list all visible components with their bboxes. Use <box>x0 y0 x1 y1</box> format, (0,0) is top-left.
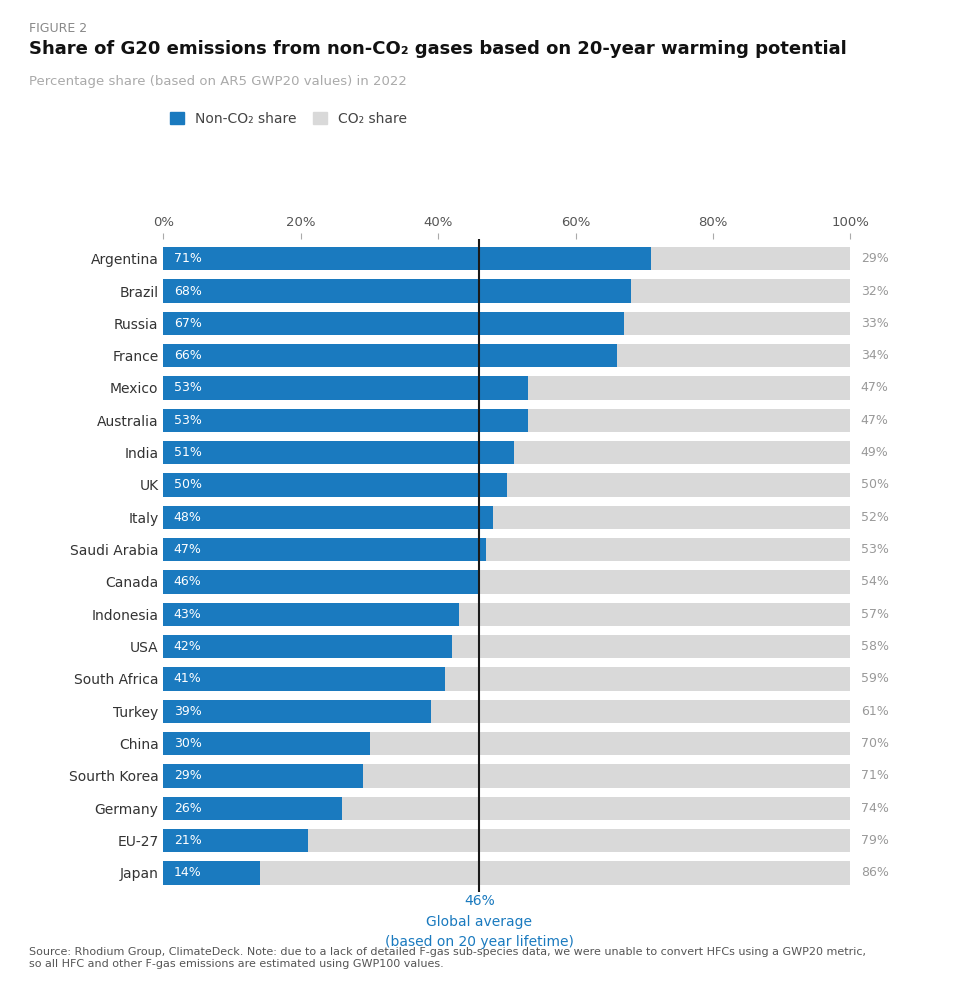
Bar <box>163 441 850 465</box>
Bar <box>163 505 850 529</box>
Bar <box>163 312 850 335</box>
Text: 32%: 32% <box>861 284 889 297</box>
Bar <box>163 700 431 723</box>
Bar <box>163 376 528 400</box>
Bar <box>163 247 850 270</box>
Text: 54%: 54% <box>861 575 889 588</box>
Text: 14%: 14% <box>174 866 202 879</box>
Bar <box>163 538 850 561</box>
Text: 46%
Global average
(based on 20 year lifetime): 46% Global average (based on 20 year lif… <box>385 894 574 949</box>
Bar <box>163 635 850 658</box>
Text: 29%: 29% <box>861 252 889 265</box>
Text: 67%: 67% <box>174 317 202 330</box>
Bar <box>163 441 514 465</box>
Text: 71%: 71% <box>174 252 202 265</box>
Bar <box>163 700 850 723</box>
Bar <box>163 667 850 691</box>
Legend: Non-CO₂ share, CO₂ share: Non-CO₂ share, CO₂ share <box>170 112 407 126</box>
Text: 30%: 30% <box>174 737 202 750</box>
Bar <box>163 474 507 497</box>
Text: 39%: 39% <box>174 705 202 718</box>
Text: Source: Rhodium Group, ClimateDeck. Note: due to a lack of detailed F-gas sub-sp: Source: Rhodium Group, ClimateDeck. Note… <box>29 947 866 969</box>
Text: 51%: 51% <box>174 446 202 460</box>
Text: 70%: 70% <box>861 737 889 750</box>
Bar <box>163 344 850 367</box>
Text: 53%: 53% <box>174 414 202 427</box>
Text: 68%: 68% <box>174 284 202 297</box>
Bar <box>163 505 493 529</box>
Bar <box>163 538 486 561</box>
Text: 47%: 47% <box>174 543 202 556</box>
Text: 61%: 61% <box>861 705 889 718</box>
Text: 59%: 59% <box>861 672 889 686</box>
Bar <box>163 376 850 400</box>
Text: 46%: 46% <box>174 575 202 588</box>
Bar <box>163 344 617 367</box>
Bar <box>163 732 370 756</box>
Bar <box>163 474 850 497</box>
Bar <box>163 635 452 658</box>
Text: 53%: 53% <box>174 382 202 395</box>
Text: Share of G20 emissions from non-CO₂ gases based on 20-year warming potential: Share of G20 emissions from non-CO₂ gase… <box>29 40 847 58</box>
Bar <box>163 732 850 756</box>
Bar <box>163 861 850 884</box>
Text: 42%: 42% <box>174 640 202 653</box>
Text: 53%: 53% <box>861 543 889 556</box>
Text: 47%: 47% <box>861 414 889 427</box>
Bar <box>163 312 624 335</box>
Bar <box>163 279 630 303</box>
Bar <box>163 570 850 593</box>
Text: 48%: 48% <box>174 510 202 523</box>
Text: 26%: 26% <box>174 802 202 815</box>
Text: 57%: 57% <box>861 608 889 621</box>
Text: 50%: 50% <box>174 479 202 492</box>
Bar <box>163 797 342 820</box>
Text: 21%: 21% <box>174 834 202 847</box>
Text: 74%: 74% <box>861 802 889 815</box>
Bar <box>163 797 850 820</box>
Bar <box>163 409 528 432</box>
Text: 33%: 33% <box>861 317 889 330</box>
Text: 47%: 47% <box>861 382 889 395</box>
Text: 58%: 58% <box>861 640 889 653</box>
Text: 86%: 86% <box>861 866 889 879</box>
Bar <box>163 829 850 852</box>
Bar <box>163 765 850 788</box>
Text: Percentage share (based on AR5 GWP20 values) in 2022: Percentage share (based on AR5 GWP20 val… <box>29 75 407 88</box>
Text: FIGURE 2: FIGURE 2 <box>29 22 86 35</box>
Text: 50%: 50% <box>861 479 889 492</box>
Bar <box>163 667 445 691</box>
Text: 66%: 66% <box>174 349 202 362</box>
Text: 79%: 79% <box>861 834 889 847</box>
Bar <box>163 279 850 303</box>
Text: 34%: 34% <box>861 349 889 362</box>
Bar <box>163 765 362 788</box>
Bar <box>163 861 259 884</box>
Text: 49%: 49% <box>861 446 889 460</box>
Bar <box>163 570 480 593</box>
Text: 52%: 52% <box>861 510 889 523</box>
Bar <box>163 602 458 626</box>
Bar <box>163 829 308 852</box>
Text: 43%: 43% <box>174 608 202 621</box>
Text: 71%: 71% <box>861 770 889 783</box>
Bar <box>163 247 652 270</box>
Bar <box>163 602 850 626</box>
Text: 29%: 29% <box>174 770 202 783</box>
Bar <box>163 409 850 432</box>
Text: 41%: 41% <box>174 672 202 686</box>
